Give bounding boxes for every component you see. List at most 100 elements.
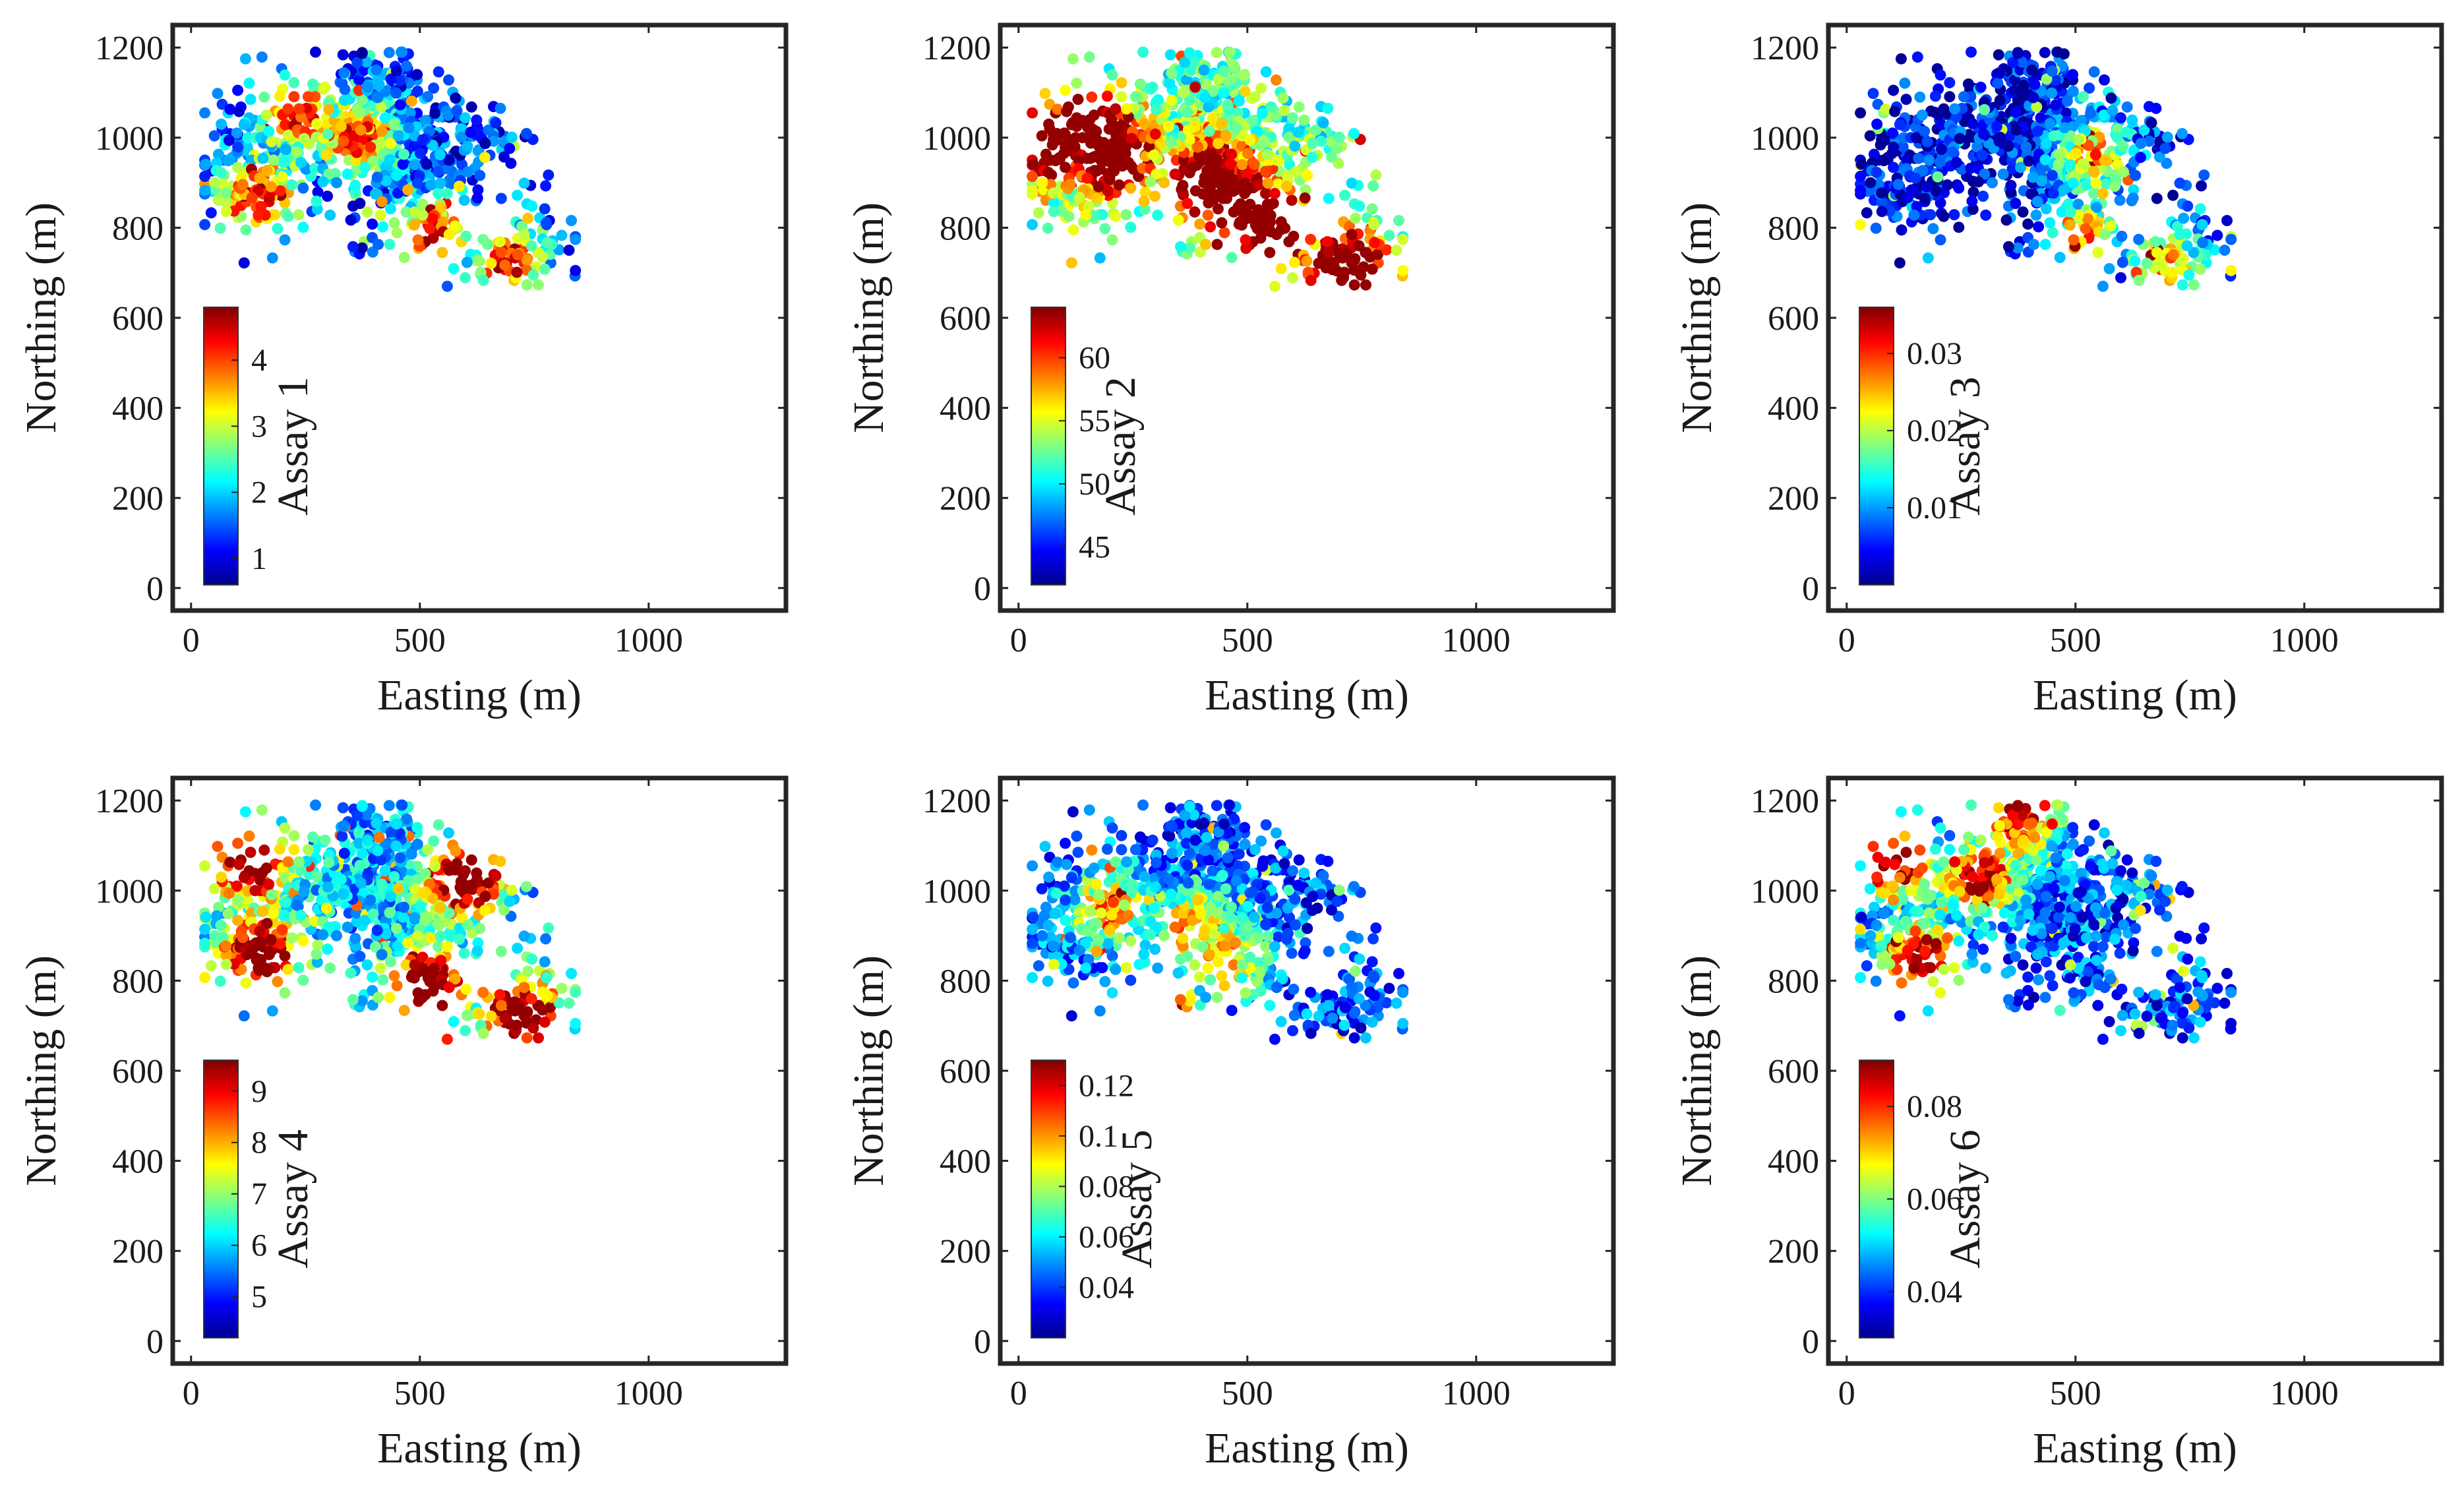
data-point — [533, 279, 544, 291]
data-point — [297, 182, 309, 194]
data-point — [444, 178, 456, 190]
data-point — [521, 128, 532, 140]
data-point — [223, 135, 235, 146]
data-point — [1262, 177, 1274, 189]
data-point — [1039, 88, 1051, 100]
data-point — [322, 128, 334, 140]
data-point — [1298, 114, 1310, 126]
data-point — [1134, 78, 1146, 90]
data-point — [215, 166, 227, 178]
colorbar — [1859, 307, 1894, 585]
data-point — [539, 1016, 551, 1028]
data-point — [199, 924, 211, 935]
data-point — [1200, 239, 1212, 251]
data-point — [570, 986, 582, 998]
data-point — [349, 179, 361, 191]
data-point — [337, 49, 349, 61]
data-point — [1289, 893, 1301, 905]
data-point — [462, 166, 474, 178]
data-point — [1254, 966, 1265, 978]
data-point — [427, 213, 438, 225]
data-point — [495, 945, 507, 957]
y-tick-label: 1200 — [922, 30, 991, 67]
data-point — [1322, 102, 1334, 114]
data-point — [347, 241, 359, 253]
data-point — [1323, 193, 1335, 204]
data-point — [435, 177, 446, 189]
data-point — [398, 901, 409, 913]
data-point — [1039, 841, 1051, 853]
data-point — [1097, 209, 1108, 221]
y-tick-label: 800 — [112, 963, 164, 1000]
data-point — [1083, 200, 1095, 212]
data-point — [266, 889, 278, 901]
data-point — [1929, 90, 1941, 102]
data-point — [2159, 142, 2171, 154]
data-point — [1391, 998, 1402, 1009]
data-point — [406, 848, 417, 860]
data-point — [474, 169, 486, 181]
data-point — [1194, 971, 1206, 983]
data-point — [1323, 1000, 1335, 1011]
data-point — [441, 1033, 453, 1045]
data-point — [411, 177, 423, 189]
data-point — [2054, 252, 2066, 263]
data-point — [1080, 209, 1092, 221]
data-point — [1321, 236, 1333, 248]
data-point — [533, 1032, 544, 1044]
data-point — [527, 269, 539, 281]
data-point — [1189, 959, 1201, 971]
data-point — [1993, 49, 2004, 61]
data-point — [403, 875, 415, 887]
data-point — [1261, 902, 1273, 914]
y-tick-label: 1200 — [95, 783, 164, 820]
y-axis-title: Northing (m) — [17, 202, 65, 433]
data-point — [1271, 229, 1282, 241]
data-point — [260, 109, 272, 121]
data-point — [409, 912, 421, 924]
data-point — [2088, 66, 2100, 78]
data-point — [323, 856, 335, 868]
data-point — [1275, 1016, 1287, 1027]
data-point — [199, 972, 211, 984]
data-point — [1116, 844, 1127, 856]
data-point — [233, 858, 245, 870]
data-point — [1269, 188, 1280, 199]
data-point — [338, 888, 349, 900]
colorbar-tick-label: 0.04 — [1079, 1270, 1134, 1305]
data-point — [1184, 800, 1195, 812]
colorbar-tick-label: 8 — [251, 1125, 267, 1160]
data-point — [1048, 959, 1060, 971]
data-point — [237, 932, 249, 944]
data-point — [2135, 138, 2147, 150]
x-tick-label: 0 — [1010, 1375, 1027, 1412]
data-point — [443, 982, 455, 994]
data-point — [1252, 179, 1264, 191]
data-point — [462, 140, 473, 152]
data-point — [1313, 1010, 1325, 1022]
data-point — [471, 867, 483, 879]
data-point — [1027, 972, 1038, 984]
data-point — [1958, 91, 1969, 103]
data-point — [408, 219, 420, 231]
data-point — [397, 158, 409, 170]
data-point — [2099, 74, 2110, 86]
data-point — [2151, 193, 2163, 204]
data-point — [2117, 256, 2128, 268]
data-point — [243, 77, 255, 89]
data-point — [526, 240, 537, 252]
data-point — [310, 46, 321, 58]
data-point — [1876, 187, 1887, 199]
data-point — [2076, 158, 2088, 170]
data-point — [563, 998, 575, 1009]
data-point — [403, 122, 415, 134]
data-point — [465, 127, 477, 138]
data-point — [2058, 184, 2070, 196]
data-point — [2010, 198, 2022, 209]
data-point — [1116, 76, 1127, 88]
data-point — [388, 217, 400, 229]
data-point — [1101, 90, 1113, 102]
data-point — [2103, 263, 2115, 274]
data-point — [380, 175, 392, 187]
data-point — [232, 84, 244, 96]
